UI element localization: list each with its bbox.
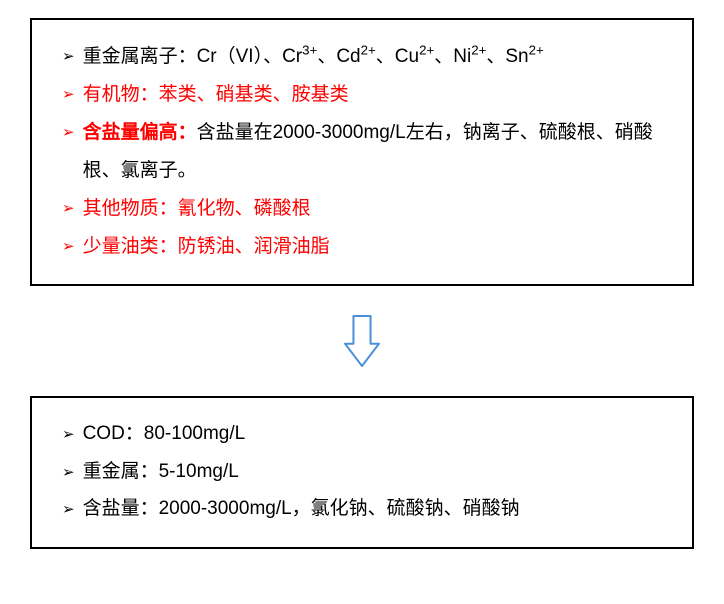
item-text: 重金属离子：Cr（VI）、Cr3+、Cd2+、Cu2+、Ni2+、Sn2+ <box>83 38 670 76</box>
bullet-icon: ➢ <box>62 76 75 114</box>
item-text: 含盐量：2000-3000mg/L，氯化钠、硫酸钠、硝酸钠 <box>83 491 670 527</box>
bullet-icon: ➢ <box>62 114 75 152</box>
item-text: 有机物：苯类、硝基类、胺基类 <box>83 76 670 114</box>
item-text: 少量油类：防锈油、润滑油脂 <box>83 228 670 266</box>
bullet-icon: ➢ <box>62 416 75 454</box>
bottom-box: ➢COD：80-100mg/L➢重金属：5-10mg/L➢含盐量：2000-30… <box>30 396 694 549</box>
bullet-icon: ➢ <box>62 228 75 266</box>
bullet-icon: ➢ <box>62 38 75 76</box>
item-text: COD：80-100mg/L <box>83 416 670 452</box>
list-item: ➢重金属：5-10mg/L <box>62 454 670 492</box>
bullet-icon: ➢ <box>62 454 75 492</box>
bullet-icon: ➢ <box>62 491 75 529</box>
arrow-container <box>30 286 694 396</box>
list-item: ➢含盐量：2000-3000mg/L，氯化钠、硫酸钠、硝酸钠 <box>62 491 670 529</box>
item-text: 其他物质：氰化物、磷酸根 <box>83 190 670 228</box>
list-item: ➢COD：80-100mg/L <box>62 416 670 454</box>
top-box: ➢重金属离子：Cr（VI）、Cr3+、Cd2+、Cu2+、Ni2+、Sn2+➢有… <box>30 18 694 286</box>
item-text: 重金属：5-10mg/L <box>83 454 670 490</box>
list-item: ➢其他物质：氰化物、磷酸根 <box>62 190 670 228</box>
down-arrow-icon <box>343 314 381 368</box>
list-item: ➢少量油类：防锈油、润滑油脂 <box>62 228 670 266</box>
item-text: 含盐量偏高：含盐量在2000-3000mg/L左右，钠离子、硫酸根、硝酸根、氯离… <box>83 114 670 190</box>
list-item: ➢重金属离子：Cr（VI）、Cr3+、Cd2+、Cu2+、Ni2+、Sn2+ <box>62 38 670 76</box>
list-item: ➢有机物：苯类、硝基类、胺基类 <box>62 76 670 114</box>
list-item: ➢含盐量偏高：含盐量在2000-3000mg/L左右，钠离子、硫酸根、硝酸根、氯… <box>62 114 670 190</box>
bullet-icon: ➢ <box>62 190 75 228</box>
